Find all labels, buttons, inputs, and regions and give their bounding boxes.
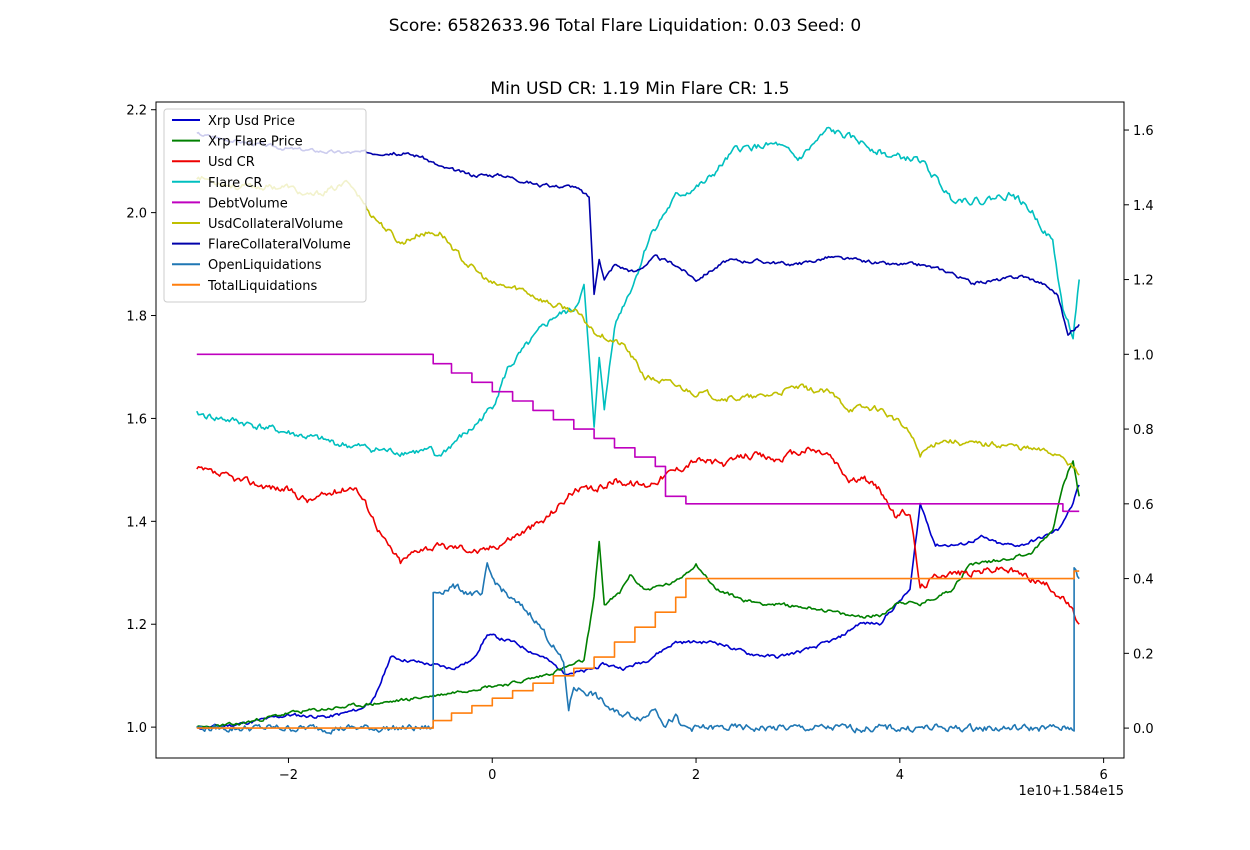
legend-label: DebtVolume	[208, 196, 288, 211]
chart-legend: Xrp Usd Price Xrp Flare Price Usd CR Flare …	[163, 108, 367, 303]
y-left-tick-label: 1.0	[126, 721, 147, 736]
plot-frame	[155, 101, 1125, 759]
x-tick-label: 6	[1099, 768, 1107, 783]
x-axis: −2 0 2 4 6	[279, 758, 1108, 783]
x-axis-offset-label: 1e10+1.584e15	[1019, 784, 1124, 799]
x-tick-label: 0	[488, 768, 496, 783]
y-left-tick-label: 1.4	[126, 515, 147, 530]
y-right-tick-label: 1.6	[1133, 124, 1154, 139]
chart-suptitle: Score: 6582633.96 Total Flare Liquidatio…	[389, 16, 862, 36]
legend-label: Flare CR	[208, 176, 262, 191]
y-left-tick-label: 2.0	[126, 207, 147, 222]
y-axis-left: 1.0 1.2 1.4 1.6 1.8 2.0 2.2	[126, 104, 156, 736]
legend-box	[163, 108, 367, 303]
legend-label: TotalLiquidations	[207, 279, 317, 294]
y-left-tick-label: 1.6	[126, 412, 147, 427]
y-right-tick-label: 1.0	[1133, 348, 1154, 363]
series-line-7	[196, 562, 1080, 735]
legend-label: OpenLiquidations	[208, 258, 322, 273]
series-line-0	[196, 484, 1080, 730]
y-right-tick-label: 0.4	[1133, 573, 1154, 588]
legend-label: FlareCollateralVolume	[208, 238, 351, 253]
chart-title: Min USD CR: 1.19 Min Flare CR: 1.5	[490, 79, 789, 99]
series-line-1	[196, 460, 1080, 729]
y-left-tick-label: 1.8	[126, 310, 147, 325]
legend-label: Xrp Usd Price	[208, 114, 295, 129]
y-right-tick-label: 1.4	[1133, 199, 1154, 214]
x-tick-label: 2	[692, 768, 700, 783]
y-axis-right: 0.0 0.2 0.4 0.6 0.8 1.0 1.2 1.4 1.6	[1124, 124, 1154, 737]
legend-label: UsdCollateralVolume	[208, 217, 343, 232]
y-right-tick-label: 0.0	[1133, 722, 1154, 737]
series-line-3	[196, 126, 1080, 458]
y-left-tick-label: 1.2	[126, 618, 147, 633]
x-tick-label: −2	[279, 768, 298, 783]
y-right-tick-label: 0.2	[1133, 647, 1154, 662]
series-line-8	[196, 570, 1080, 729]
x-tick-label: 4	[896, 768, 904, 783]
y-right-tick-label: 0.8	[1133, 423, 1154, 438]
series-line-4	[196, 353, 1080, 513]
y-right-tick-label: 0.6	[1133, 498, 1154, 513]
legend-label: Usd CR	[208, 155, 255, 170]
legend-label: Xrp Flare Price	[208, 135, 303, 150]
series-line-2	[196, 446, 1080, 625]
y-left-tick-label: 2.2	[126, 104, 147, 119]
y-right-tick-label: 1.2	[1133, 274, 1154, 289]
